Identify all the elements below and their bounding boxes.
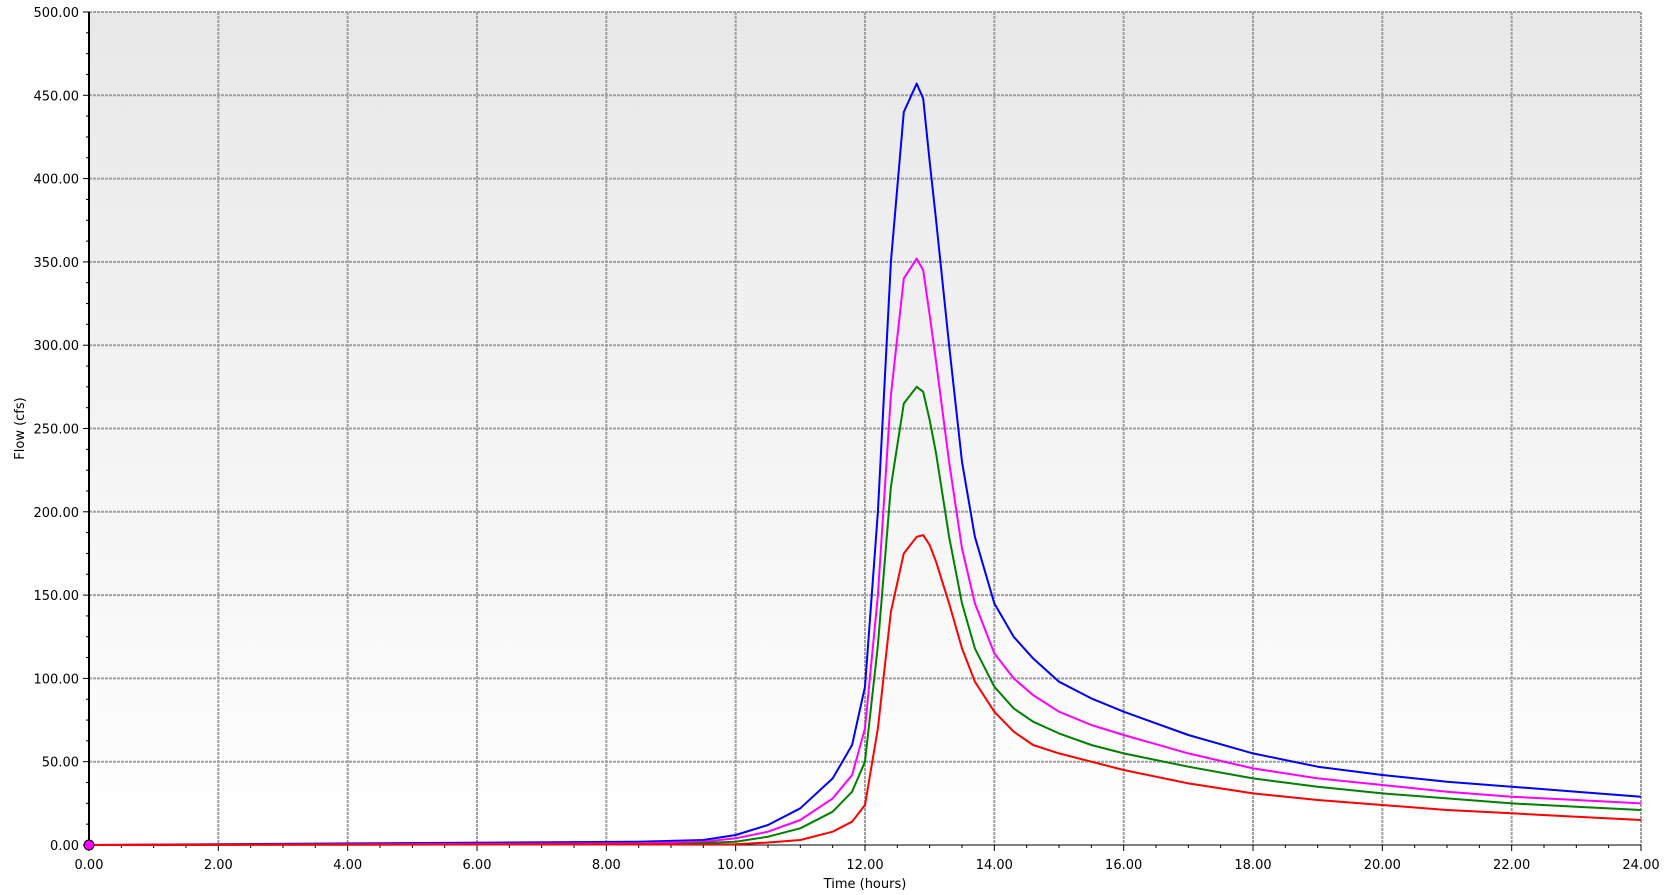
y-tick-label: 400.00	[34, 173, 80, 188]
x-tick-label: 2.00	[204, 858, 233, 873]
series-line-2	[88, 257, 1642, 846]
x-tick-label: 16.00	[1105, 858, 1142, 873]
y-tick-label: 150.00	[34, 589, 80, 604]
x-tick-label: 22.00	[1493, 858, 1530, 873]
x-tick-label: 14.00	[976, 858, 1013, 873]
y-tick-label: 350.00	[34, 256, 80, 271]
origin-marker	[83, 839, 95, 851]
y-tick-label: 300.00	[34, 339, 80, 354]
y-axis-title: Flow (cfs)	[13, 397, 28, 459]
y-tick-label: 100.00	[34, 672, 80, 687]
x-tick-label: 24.00	[1622, 858, 1659, 873]
x-axis-title: Time (hours)	[823, 877, 907, 891]
axes: 0.00 2.00 4.00 6.00 8.00 10.00 12.00 14.00 16.00…	[34, 6, 1660, 873]
y-tick-label: 50.00	[42, 756, 79, 771]
origin-marker-group	[83, 839, 95, 851]
x-tick-label: 6.00	[463, 858, 492, 873]
labels: Time (hours) Flow (cfs)	[13, 397, 907, 892]
series-line-4	[88, 534, 1642, 846]
y-tick-label: 0.00	[50, 839, 79, 854]
x-tick-label: 10.00	[717, 858, 754, 873]
series-line-3	[88, 385, 1642, 846]
x-tick-label: 18.00	[1234, 858, 1271, 873]
y-tick-label: 500.00	[34, 6, 80, 21]
grid	[89, 11, 1642, 845]
y-tick-label: 200.00	[34, 506, 80, 521]
series-line-1	[88, 82, 1642, 846]
x-tick-label: 12.00	[846, 858, 883, 873]
y-tick-label: 250.00	[34, 423, 80, 438]
x-tick-label: 8.00	[592, 858, 621, 873]
series-group	[88, 82, 1642, 846]
x-tick-label: 4.00	[333, 858, 362, 873]
y-tick-label: 450.00	[34, 89, 80, 104]
x-tick-label: 0.00	[75, 858, 104, 873]
x-tick-label: 20.00	[1364, 858, 1401, 873]
